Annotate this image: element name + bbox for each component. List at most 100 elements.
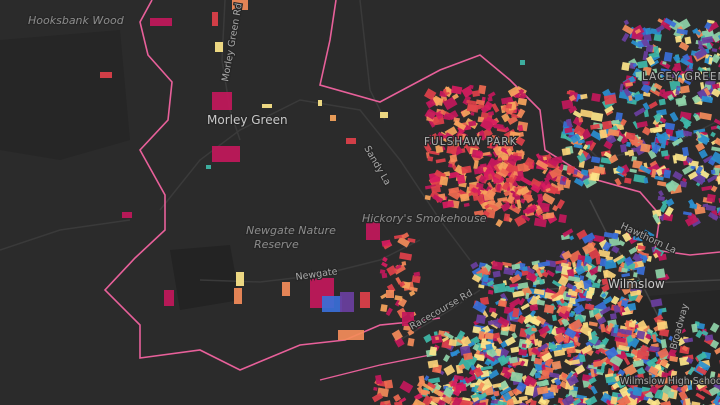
building <box>661 371 672 379</box>
building <box>612 254 625 263</box>
building <box>713 377 720 388</box>
building <box>717 210 720 217</box>
building <box>660 401 671 405</box>
building <box>399 252 413 261</box>
building <box>442 354 451 363</box>
building <box>428 119 436 128</box>
building <box>576 402 587 405</box>
building <box>338 330 364 340</box>
building <box>569 359 581 366</box>
building <box>463 202 470 207</box>
building <box>623 19 630 26</box>
building <box>518 348 528 357</box>
building <box>614 177 622 186</box>
building <box>568 105 578 114</box>
building <box>485 343 493 351</box>
building <box>652 128 663 134</box>
building <box>471 273 482 283</box>
building <box>472 343 480 351</box>
building <box>471 90 481 97</box>
building <box>651 143 661 154</box>
building <box>547 157 559 168</box>
building <box>508 203 522 215</box>
building <box>150 18 172 26</box>
building <box>665 198 675 207</box>
building <box>711 146 720 153</box>
building <box>540 182 548 191</box>
building <box>649 160 658 167</box>
building <box>516 381 527 393</box>
building <box>624 177 632 184</box>
building <box>674 35 682 43</box>
building <box>448 338 457 347</box>
building <box>693 29 701 36</box>
building <box>640 143 651 153</box>
building <box>520 60 525 65</box>
building <box>473 160 479 170</box>
building <box>461 85 474 98</box>
building <box>322 296 342 312</box>
building <box>564 327 577 339</box>
building <box>537 343 549 353</box>
building <box>490 311 498 319</box>
building <box>684 36 692 45</box>
building <box>681 345 689 352</box>
building <box>480 369 490 378</box>
building <box>694 48 708 60</box>
building <box>654 389 664 400</box>
building <box>566 374 579 387</box>
building <box>492 383 502 389</box>
building <box>629 393 637 400</box>
building <box>700 82 705 91</box>
building <box>608 237 621 247</box>
building <box>632 231 644 242</box>
building <box>486 280 495 287</box>
building <box>496 183 502 191</box>
building <box>587 330 593 340</box>
building <box>656 180 667 187</box>
building <box>711 48 718 53</box>
building <box>648 365 659 376</box>
building <box>603 259 617 270</box>
building <box>471 393 480 399</box>
terrain <box>0 30 720 405</box>
building <box>612 232 619 240</box>
building <box>386 402 393 405</box>
building <box>398 281 406 288</box>
building <box>660 150 669 157</box>
building <box>465 374 477 384</box>
building <box>620 144 628 153</box>
building <box>503 128 516 140</box>
building <box>671 137 684 147</box>
building <box>381 272 388 279</box>
building <box>569 312 574 318</box>
building <box>524 338 532 346</box>
building <box>568 94 576 102</box>
building <box>318 100 322 106</box>
building <box>559 305 568 315</box>
building <box>380 293 388 300</box>
building <box>648 101 658 110</box>
building <box>428 135 438 141</box>
building <box>645 27 652 35</box>
building <box>442 88 450 96</box>
building <box>421 382 434 392</box>
building <box>599 129 608 139</box>
building <box>446 144 458 155</box>
building <box>684 214 699 227</box>
building <box>524 324 538 337</box>
building <box>534 371 542 379</box>
building <box>668 77 674 82</box>
building <box>518 401 528 405</box>
building <box>643 229 655 238</box>
building <box>386 290 394 298</box>
building <box>443 132 456 143</box>
place-label: Hooksbank Wood <box>28 14 125 27</box>
building <box>604 373 614 378</box>
building <box>716 176 720 185</box>
building <box>708 211 719 221</box>
building <box>559 298 565 304</box>
building <box>555 259 568 265</box>
building <box>659 203 668 213</box>
building <box>659 117 667 124</box>
